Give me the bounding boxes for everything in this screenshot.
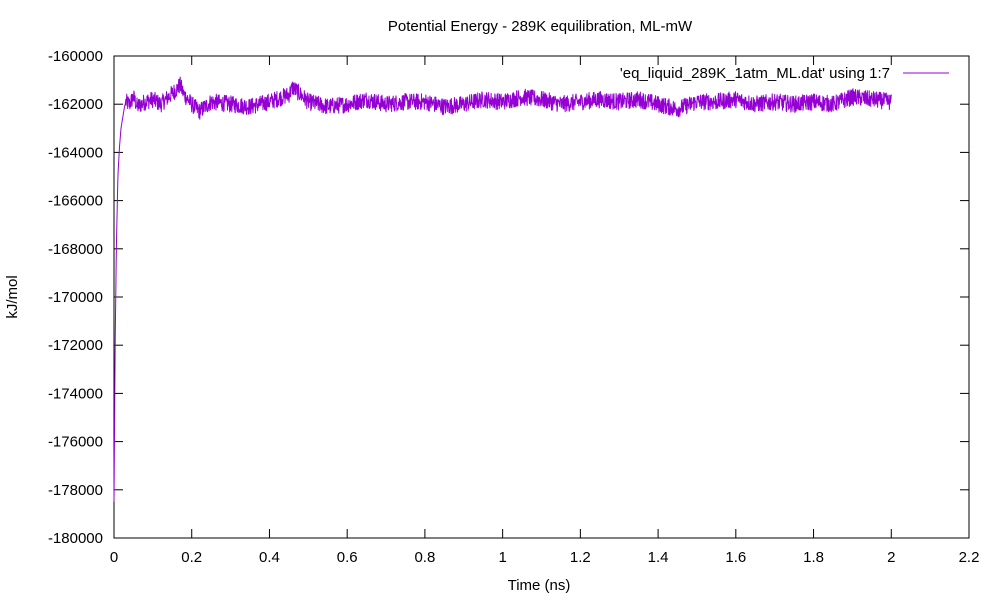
chart-title: Potential Energy - 289K equilibration, M… xyxy=(388,18,693,35)
y-tick-label: -178000 xyxy=(48,482,103,499)
legend: 'eq_liquid_289K_1atm_ML.dat' using 1:7 xyxy=(620,65,949,82)
y-tick-label: -162000 xyxy=(48,96,103,113)
y-tick-label: -172000 xyxy=(48,337,103,354)
x-tick-label: 0.6 xyxy=(337,549,358,566)
x-tick-label: 1.6 xyxy=(725,549,746,566)
x-tick-label: 0 xyxy=(110,549,118,566)
x-tick-label: 1.4 xyxy=(648,549,669,566)
x-tick-label: 1.8 xyxy=(803,549,824,566)
y-tick-label: -174000 xyxy=(48,385,103,402)
x-axis-ticks: 0 0.2 0.4 0.6 0.8 1 1.2 1.4 1.6 1.8 2 2.2 xyxy=(110,56,980,566)
y-tick-label: -160000 xyxy=(48,48,103,65)
y-tick-label: -164000 xyxy=(48,144,103,161)
x-tick-label: 2 xyxy=(887,549,895,566)
plot-area-border xyxy=(113,55,970,539)
y-tick-label: -166000 xyxy=(48,193,103,210)
x-tick-label: 0.2 xyxy=(181,549,202,566)
series-line-potential-energy xyxy=(113,76,892,502)
x-tick-label: 1 xyxy=(498,549,506,566)
y-axis-ticks: -180000 -178000 -176000 -174000 -172000 -1700… xyxy=(48,48,969,547)
y-axis-label: kJ/mol xyxy=(4,275,21,318)
x-tick-label: 0.4 xyxy=(259,549,280,566)
y-tick-label: -170000 xyxy=(48,289,103,306)
x-axis-label: Time (ns) xyxy=(508,577,571,594)
x-tick-label: 1.2 xyxy=(570,549,591,566)
y-tick-label: -180000 xyxy=(48,530,103,547)
x-tick-label: 2.2 xyxy=(959,549,980,566)
y-tick-label: -168000 xyxy=(48,241,103,258)
legend-entry-label: 'eq_liquid_289K_1atm_ML.dat' using 1:7 xyxy=(620,65,890,82)
x-tick-label: 0.8 xyxy=(414,549,435,566)
y-tick-label: -176000 xyxy=(48,434,103,451)
